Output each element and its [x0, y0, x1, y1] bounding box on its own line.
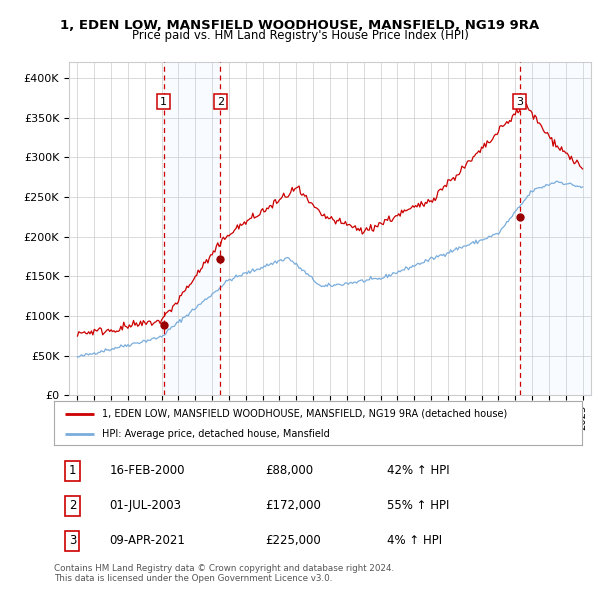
Text: 16-FEB-2000: 16-FEB-2000 [109, 464, 185, 477]
Text: Contains HM Land Registry data © Crown copyright and database right 2024.
This d: Contains HM Land Registry data © Crown c… [54, 564, 394, 584]
Text: 01-JUL-2003: 01-JUL-2003 [109, 499, 181, 513]
Text: HPI: Average price, detached house, Mansfield: HPI: Average price, detached house, Mans… [101, 429, 329, 439]
Text: 42% ↑ HPI: 42% ↑ HPI [386, 464, 449, 477]
Text: 1: 1 [69, 464, 76, 477]
Text: 3: 3 [516, 97, 523, 107]
Text: 2: 2 [69, 499, 76, 513]
Text: 3: 3 [69, 535, 76, 548]
Text: 2: 2 [217, 97, 224, 107]
Bar [164, 62, 220, 395]
Text: 4% ↑ HPI: 4% ↑ HPI [386, 535, 442, 548]
Text: Price paid vs. HM Land Registry's House Price Index (HPI): Price paid vs. HM Land Registry's House … [131, 30, 469, 42]
Text: 1, EDEN LOW, MANSFIELD WOODHOUSE, MANSFIELD, NG19 9RA (detached house): 1, EDEN LOW, MANSFIELD WOODHOUSE, MANSFI… [101, 409, 507, 418]
Text: £225,000: £225,000 [265, 535, 321, 548]
Text: £88,000: £88,000 [265, 464, 313, 477]
Text: 09-APR-2021: 09-APR-2021 [109, 535, 185, 548]
Text: 1: 1 [160, 97, 167, 107]
Text: £172,000: £172,000 [265, 499, 321, 513]
Text: 55% ↑ HPI: 55% ↑ HPI [386, 499, 449, 513]
Text: 1, EDEN LOW, MANSFIELD WOODHOUSE, MANSFIELD, NG19 9RA: 1, EDEN LOW, MANSFIELD WOODHOUSE, MANSFI… [61, 19, 539, 32]
Bar [520, 62, 591, 395]
